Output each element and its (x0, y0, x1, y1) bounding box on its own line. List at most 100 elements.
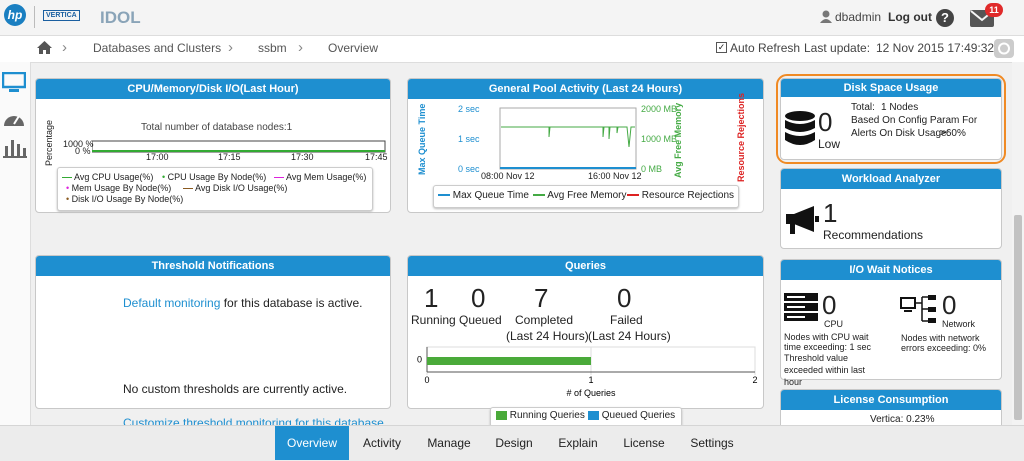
legend-item[interactable]: Avg Free Memory (533, 190, 627, 201)
network-value: 0 (942, 290, 957, 320)
chevron: › (228, 39, 233, 56)
bar-chart-icon[interactable] (3, 138, 27, 158)
megaphone-icon (786, 206, 819, 234)
network-label: Network (942, 319, 976, 329)
disk-panel[interactable]: Disk Space Usage (780, 78, 1002, 160)
scrollbar[interactable] (1012, 62, 1024, 425)
user-icon (820, 10, 832, 23)
auto-refresh-checkbox[interactable]: ✓ (716, 42, 727, 53)
x-tick-label: 17:00 (146, 152, 169, 162)
network-icon (900, 295, 936, 323)
network-text: Nodes with network errors exceeding: 0% (901, 333, 987, 353)
nav-tab[interactable]: Explain (558, 436, 598, 450)
legend-item[interactable]: • Disk I/O Usage By Node(%) (66, 194, 184, 204)
stat-value: 0 (471, 283, 486, 313)
legend-item[interactable]: Resource Rejections (627, 190, 734, 201)
y3-axis-label: Resource Rejections (736, 92, 746, 182)
threshold-panel: Threshold Notifications (35, 255, 391, 409)
legend-item[interactable]: Avg CPU Usage(%) (62, 172, 153, 182)
panel-title: Threshold Notifications (36, 256, 390, 276)
y-tick-label: 2 sec (458, 104, 480, 114)
user-name[interactable]: dbadmin (835, 10, 882, 24)
breadcrumb-item[interactable]: Databases and Clusters (93, 41, 222, 55)
separator (34, 6, 35, 28)
brand-logo[interactable]: hp (4, 4, 26, 26)
gauge-icon[interactable] (2, 108, 26, 128)
monitor-icon[interactable] (2, 72, 26, 94)
legend-item[interactable]: Max Queue Time (438, 190, 529, 201)
logout-link[interactable]: Log out (888, 10, 932, 24)
x-tick-label: 16:00 Nov 12 (588, 171, 642, 181)
bar (427, 357, 591, 365)
stat-label: Running (411, 313, 456, 327)
panel-title: Queries (408, 256, 763, 276)
nav-tab[interactable]: Activity (362, 436, 401, 450)
breadcrumb-item[interactable]: ssbm (258, 41, 287, 55)
y-axis-label: Percentage (44, 119, 54, 166)
legend-label: Queued Queries (601, 410, 676, 421)
no-threshold-text: No custom thresholds are currently activ… (123, 382, 348, 396)
legend-label: Avg CPU Usage(%) (74, 172, 154, 182)
legend-item[interactable]: Avg Mem Usage(%) (274, 172, 366, 182)
y-tick-label: 1000 % (63, 139, 94, 149)
top-bar (0, 0, 1024, 36)
disk-level: Low (818, 137, 841, 151)
legend-label: CPU Usage By Node(%) (167, 172, 267, 182)
cpu-wait-value: 0 (822, 290, 837, 320)
status-text: for this database is active. (220, 296, 363, 310)
chevron: › (62, 39, 67, 56)
workload-panel[interactable]: Workload Analyzer (780, 168, 1002, 249)
license-text: Vertica: 0.23% (870, 414, 935, 425)
y2-tick-label: 1000 MB (641, 134, 678, 144)
x-tick-label: 17:45 (365, 152, 388, 162)
panel-title: Workload Analyzer (781, 169, 1001, 189)
y-tick-label: 0 (417, 355, 422, 365)
legend-label: Avg Mem Usage(%) (286, 172, 367, 182)
bottom-nav (0, 425, 1024, 461)
default-monitoring-link[interactable]: Default monitoring (123, 296, 221, 310)
legend (433, 185, 739, 208)
refresh-button[interactable] (994, 39, 1014, 58)
help-button[interactable]: ? (936, 9, 954, 27)
legend-label: Avg Disk I/O Usage(%) (195, 183, 288, 193)
nav-tab-active[interactable]: Overview (275, 426, 349, 460)
scrollbar-thumb[interactable] (1014, 215, 1022, 420)
stat-label: Queued (459, 313, 502, 327)
legend-label: Disk I/O Usage By Node(%) (71, 194, 184, 204)
nav-tab[interactable]: Design (495, 436, 533, 450)
auto-refresh-label[interactable]: Auto Refresh (730, 41, 801, 55)
product-logo: VERTICA (43, 10, 80, 21)
mail-badge: 11 (985, 3, 1003, 17)
legend-item[interactable]: Running Queries (496, 410, 585, 421)
legend-item[interactable]: Queued Queries (588, 410, 675, 421)
legend-label: Mem Usage By Node(%) (71, 183, 172, 193)
y-tick-label: 0 sec (458, 164, 480, 174)
highlight-border (776, 74, 1006, 164)
pool-plot (499, 107, 637, 170)
nav-tab[interactable]: Manage (427, 436, 471, 450)
legend-item[interactable]: • CPU Usage By Node(%) (162, 172, 267, 182)
workload-value: 1 (823, 198, 838, 228)
queries-panel: Queries (407, 255, 764, 409)
stat-label: Completed (515, 313, 574, 327)
disk-value: 0 (818, 107, 833, 137)
x-tick-label: 0 (424, 375, 429, 385)
nav-tab[interactable]: License (623, 436, 665, 450)
nav-tab[interactable]: Settings (690, 436, 734, 450)
cpu-wait-note: Threshold value exceeded within last hou… (784, 353, 866, 387)
threshold-status: Default monitoring for this database is … (123, 296, 362, 310)
disk-threshold: >60% (940, 128, 966, 139)
legend-label: Running Queries (509, 410, 585, 421)
disk-text: Based On Config Param For (851, 115, 978, 126)
chevron: › (298, 39, 303, 56)
home-icon[interactable] (37, 41, 52, 54)
panel-title: License Consumption (781, 390, 1001, 410)
legend-item[interactable]: Avg Disk I/O Usage(%) (183, 183, 287, 193)
x-tick-label: 17:30 (291, 152, 314, 162)
server-icon (784, 293, 818, 321)
legend-item[interactable]: • Mem Usage By Node(%) (66, 183, 172, 193)
cpu-wait-text: Nodes with CPU wait time exceeding: 1 se… (784, 332, 872, 352)
y-axis-label: Max Queue Time (417, 103, 427, 175)
